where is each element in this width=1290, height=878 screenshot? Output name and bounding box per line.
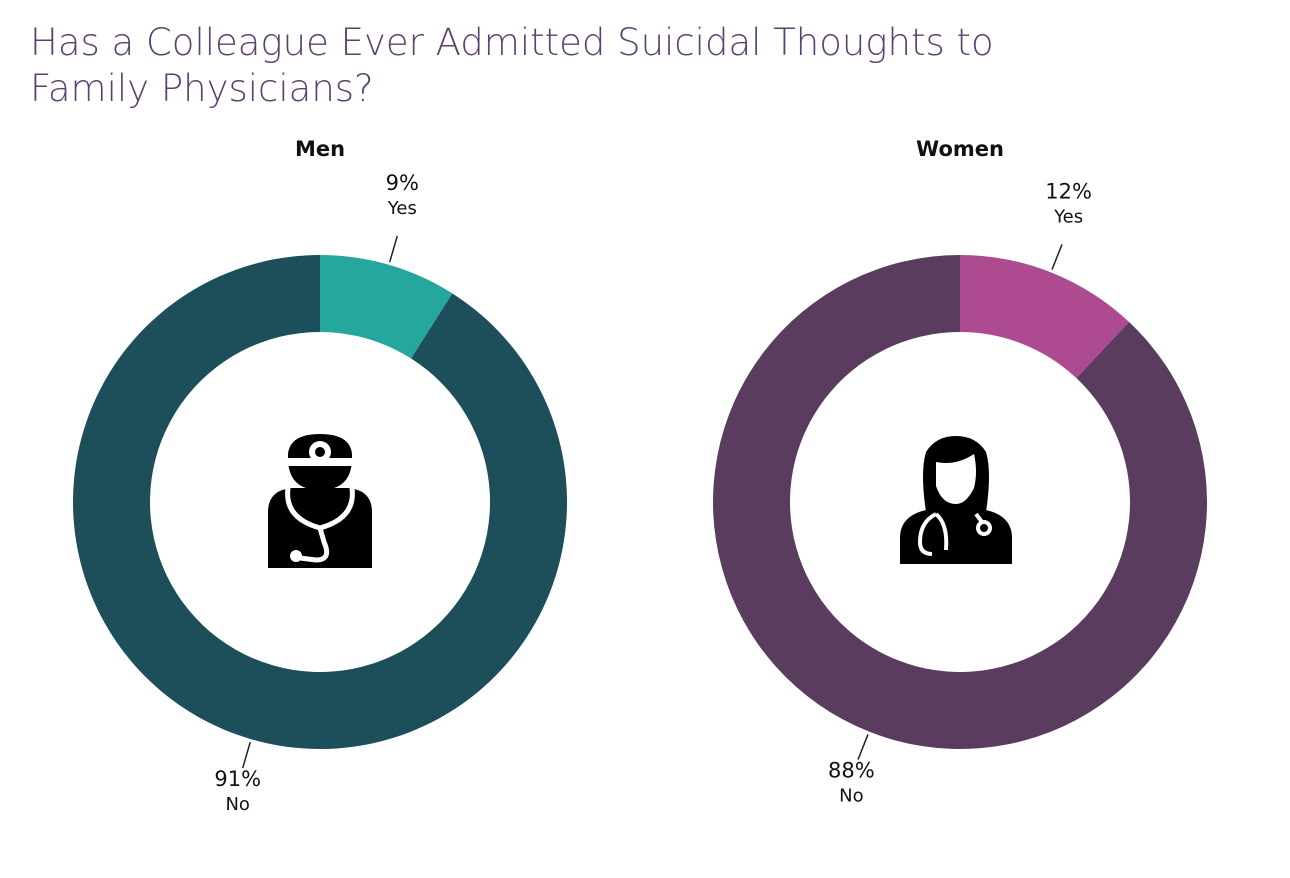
donut-slice (960, 255, 1130, 379)
female-doctor-icon (900, 436, 1012, 564)
male-doctor-icon (268, 434, 372, 568)
chart-subtitle: Women (916, 137, 1004, 161)
value-label: 91% (214, 767, 261, 791)
donut-slice (320, 255, 453, 359)
leader-line (857, 734, 869, 760)
category-label: No (839, 786, 863, 807)
chart-subtitle: Men (295, 137, 345, 161)
value-label: 88% (828, 759, 875, 783)
category-label: Yes (387, 198, 417, 219)
leader-line (241, 741, 251, 769)
donut-slice (713, 255, 1208, 749)
donut-slice (72, 255, 568, 750)
page-title: Has a Colleague Ever Admitted Suicidal T… (30, 21, 994, 110)
leader-line (1051, 244, 1063, 270)
value-label: 12% (1045, 179, 1092, 203)
leader-line (389, 235, 399, 263)
value-label: 9% (386, 171, 419, 195)
category-label: Yes (1053, 206, 1083, 227)
category-label: No (225, 794, 249, 815)
